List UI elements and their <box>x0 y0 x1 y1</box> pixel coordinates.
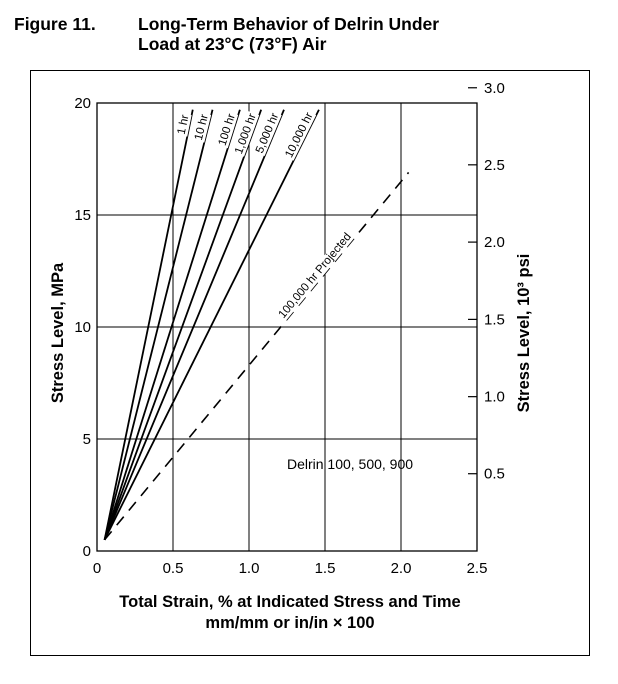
y2-tick-label-2: 1.5 <box>484 311 505 328</box>
series-label-bg-5 <box>253 110 282 157</box>
figure-title-line1: Long-Term Behavior of Delrin Under <box>138 14 440 34</box>
series-label-6: 10,000 hr <box>283 111 315 160</box>
figure-title-line2: Load at 23°C (73°F) Air <box>138 34 327 54</box>
y2-tick-label-1: 1.0 <box>484 389 505 406</box>
series-lines <box>103 109 410 541</box>
x-axis-title-line1: Total Strain, % at Indicated Stress and … <box>119 593 460 611</box>
y2-tick-label-3: 2.0 <box>484 234 505 251</box>
x-tick-label-5: 2.5 <box>467 560 488 577</box>
series-line-5 <box>103 109 285 541</box>
x-tick-label-2: 1.0 <box>239 560 260 577</box>
y-tick-label-2: 10 <box>74 319 91 336</box>
y2-tick-label-5: 3.0 <box>484 80 505 97</box>
series-label-bg-1 <box>175 112 192 137</box>
y-tick-label-1: 5 <box>83 431 91 448</box>
series-label-1: 1 hr <box>176 114 192 136</box>
series-label-bg-6 <box>282 109 317 161</box>
y-axis-title: Stress Level, MPa <box>49 262 67 403</box>
y-tick-label-4: 20 <box>74 95 91 112</box>
plot-area <box>96 102 478 552</box>
y-tick-label-0: 0 <box>83 543 91 560</box>
labels: 1 hr 10 hr 100 hr1,000 hr5,000 hr 10,000 hr… <box>74 80 505 577</box>
series-label-bg-2 <box>192 112 212 143</box>
x-tick-label-1: 0.5 <box>163 560 184 577</box>
series-line-3 <box>103 109 241 541</box>
series-label-7: 100,000 hr Projected <box>277 231 354 321</box>
x-tick-label-4: 2.0 <box>391 560 412 577</box>
grid <box>97 103 477 551</box>
x-tick-label-0: 0 <box>93 560 101 577</box>
series-line-2 <box>103 109 214 541</box>
series-label-bg-3 <box>216 111 239 149</box>
x-tick-label-3: 1.5 <box>315 560 336 577</box>
series-line-7 <box>103 171 410 541</box>
series-line-4 <box>103 109 263 541</box>
figure-number: Figure 11. <box>14 14 96 34</box>
chart-annotation: Delrin 100, 500, 900 <box>287 456 413 472</box>
x-axis-title-line2: mm/mm or in/in × 100 <box>205 614 374 632</box>
y-tick-label-3: 15 <box>74 207 91 224</box>
tick-marks <box>468 87 477 475</box>
series-label-bg-7 <box>275 230 355 322</box>
y2-tick-label-4: 2.5 <box>484 157 505 174</box>
figure-frame <box>30 70 590 656</box>
series-label-bg-4 <box>232 110 260 157</box>
series-label-3: 100 hr <box>217 112 238 147</box>
series-line-1 <box>103 109 194 540</box>
series-line-6 <box>103 109 320 541</box>
y2-tick-label-0: 0.5 <box>484 466 505 483</box>
y2-axis-title: Stress Level, 10³ psi <box>515 254 533 413</box>
